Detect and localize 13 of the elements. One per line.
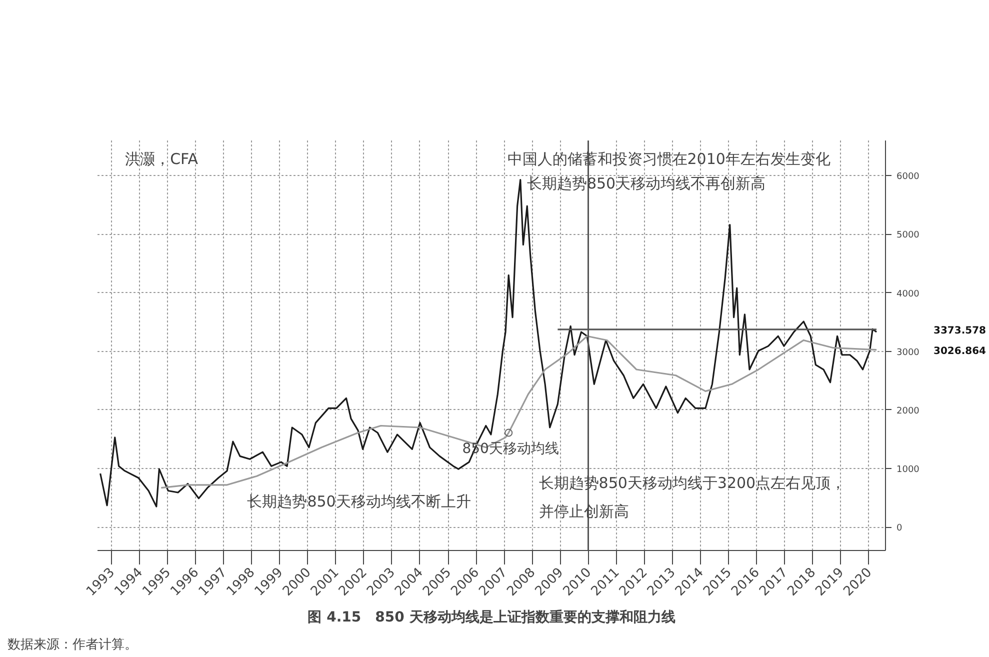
y-tick-label: 0 [896,524,902,534]
source-note: 数据来源：作者计算。 [8,638,138,652]
y-tick-label: 3000 [896,348,920,358]
y-tick-label: 5000 [896,230,920,241]
y-tick-label: 6000 [896,172,920,182]
annotation: 洪灏，CFA [125,150,199,168]
text: 3373.578 [934,325,986,336]
y-tick-label: 4000 [896,289,920,300]
text: 3026.864 [934,346,986,357]
text: 图 4.15 850 天移动均线是上证指数重要的支撑和阻力线 [308,610,676,626]
annotation: 长期趋势850天移动均线不断上升 [247,492,471,510]
y-tick-label: 2000 [896,406,920,416]
y-tick-label: 1000 [896,465,920,475]
